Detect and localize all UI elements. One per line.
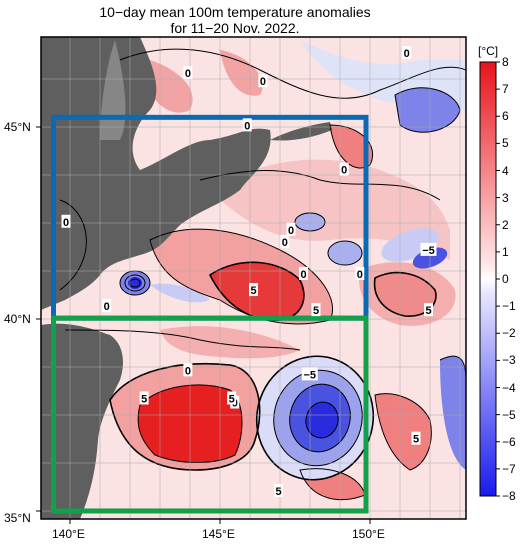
colorbar <box>479 61 500 497</box>
map-frame <box>40 36 467 520</box>
contour-label-text: 0 <box>260 76 266 88</box>
colorbar-tick-label: 8 <box>502 55 509 69</box>
colorbar-scale <box>479 61 497 497</box>
cold-patch-east-edge <box>440 356 466 470</box>
colorbar-tick-label: −8 <box>502 489 516 503</box>
colorbar-tick-label: −3 <box>502 353 516 368</box>
land-hokkaido <box>41 37 271 310</box>
cold-eddy-2 <box>328 241 362 265</box>
x-tick-140e: 140°E <box>52 527 85 541</box>
y-tick-40n: 40°N <box>4 312 31 326</box>
contour-label-text: 0 <box>300 269 306 281</box>
contour-label-text: −5 <box>303 369 316 381</box>
contour-label-text: 0 <box>63 217 69 229</box>
warm-patch-east-37n <box>375 393 432 470</box>
contour-label-text: 0 <box>282 237 288 249</box>
contour-label: 5 <box>249 283 258 297</box>
contour-label: 0 <box>339 162 349 177</box>
colorbar-tick-label: −7 <box>502 461 516 476</box>
colorbar-tick-label: −1 <box>502 299 516 314</box>
contour-label: 0 <box>299 266 308 281</box>
contour-label-text: 5 <box>141 394 147 406</box>
colorbar-tick-label: 7 <box>502 82 509 97</box>
contour-label: 5 <box>227 391 237 406</box>
title-line-2: for 11−20 Nov. 2022. <box>170 20 300 36</box>
contour-label-text: 5 <box>425 305 431 317</box>
contour-label-text: 0 <box>104 301 110 313</box>
x-tick-150e: 150°E <box>352 527 385 541</box>
colorbar-tick-label: 6 <box>502 109 509 124</box>
colorbar-tick-label: 3 <box>502 190 509 205</box>
colorbar-tick-label: −4 <box>502 380 516 395</box>
contour-label-text: −5 <box>422 245 435 257</box>
contour-label: 0 <box>183 66 193 80</box>
contour-label: −5 <box>301 367 318 381</box>
contour-labels: 00000000000005555555−5−5 <box>61 46 437 498</box>
contour-label: 0 <box>402 46 412 60</box>
cold-patch-north-east-core <box>395 87 460 133</box>
contour-label-text: 0 <box>244 120 250 132</box>
contour-label-text: 0 <box>341 165 347 177</box>
colorbar-unit: [°C] <box>478 44 499 58</box>
colorbar-tick-label: 1 <box>502 244 509 259</box>
region-boxes <box>51 114 369 514</box>
contour-label: −5 <box>420 242 437 257</box>
contour-label: 0 <box>286 222 296 237</box>
land-kuril <box>270 122 332 141</box>
x-tick-145e: 145°E <box>202 527 235 541</box>
colorbar-tick-label: −6 <box>502 434 516 449</box>
contour-label: 5 <box>411 431 421 446</box>
colorbar-tick-label: 4 <box>502 163 509 178</box>
contour-label: 0 <box>183 363 193 377</box>
contour-label: 0 <box>355 266 365 281</box>
y-tick-35n: 35°N <box>4 511 31 525</box>
contour-label: 5 <box>139 391 149 406</box>
colorbar-tick-label: −2 <box>502 326 516 341</box>
contour-label-text: 5 <box>413 434 419 446</box>
colorbar-tick-label: 0 <box>502 272 509 286</box>
contour-label: 0 <box>242 118 252 132</box>
frame-ticks <box>36 126 371 524</box>
contour-label: 5 <box>424 303 433 317</box>
land-honshu <box>41 323 123 519</box>
contour-label: 0 <box>280 234 290 249</box>
contour-label: 5 <box>311 303 321 317</box>
contour-label-text: 0 <box>288 225 294 237</box>
region-box-2 <box>51 315 369 514</box>
warm-patch-okhotsk-2 <box>220 50 263 96</box>
contour-label-text: 5 <box>229 394 235 406</box>
contour-label-text: 0 <box>357 269 363 281</box>
contour-label: 0 <box>61 214 71 229</box>
contour-label: 0 <box>258 74 268 88</box>
warm-patch-okhotsk <box>145 60 193 113</box>
title-line-1: 10−day mean 100m temperature anomalies <box>99 4 371 20</box>
colorbar-tick-label: 2 <box>502 217 509 232</box>
contour-label: 5 <box>274 483 283 498</box>
contour-label-text: 5 <box>275 486 281 498</box>
colorbar-tick-label: 5 <box>502 136 509 151</box>
map-area: 00000000000005555555−5−5 <box>41 37 466 519</box>
contour-label-text: 0 <box>404 48 410 60</box>
contour-label-text: 0 <box>185 68 191 80</box>
contour-label-text: 5 <box>250 285 256 297</box>
contour-label: 0 <box>102 299 112 313</box>
contour-label-text: 5 <box>313 305 319 317</box>
y-tick-45n: 45°N <box>4 120 31 134</box>
warm-patch-kuril <box>330 125 373 169</box>
contour-label-text: 0 <box>185 365 191 377</box>
colorbar-tick-label: −5 <box>502 407 516 422</box>
